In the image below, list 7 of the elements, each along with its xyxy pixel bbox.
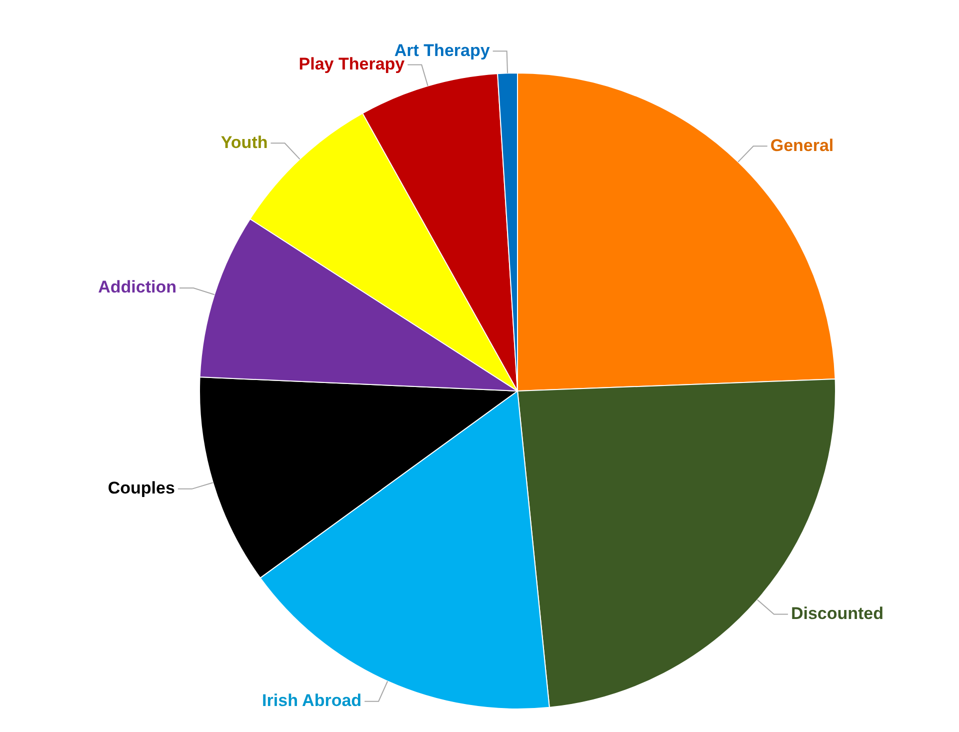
slice-label: Couples	[108, 478, 175, 498]
slice-label: Youth	[220, 132, 268, 152]
slice-label: Irish Abroad	[262, 691, 362, 710]
slice-label: Discounted	[790, 604, 884, 623]
slice-label: General	[770, 136, 834, 155]
slice-label: Art Therapy	[394, 40, 490, 60]
slice-label: Addiction	[98, 278, 176, 297]
